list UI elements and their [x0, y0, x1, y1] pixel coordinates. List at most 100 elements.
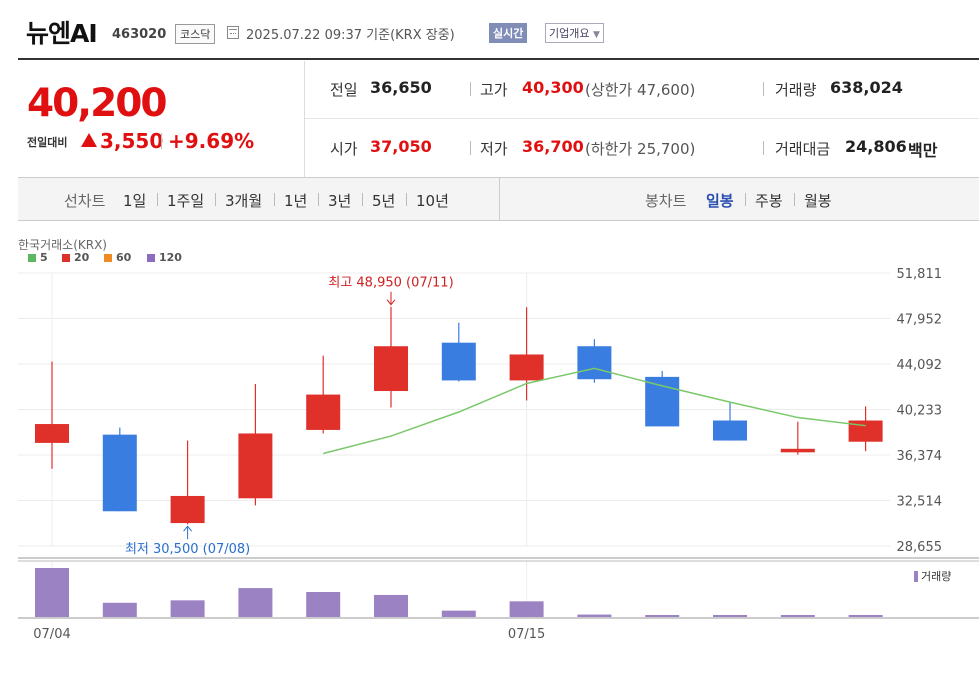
candle-body [577, 346, 612, 380]
legend-swatch-ma20 [62, 254, 70, 262]
change-label: 전일대비 [27, 136, 68, 149]
company-overview-dropdown[interactable]: 기업개요 ▼ [545, 23, 604, 43]
min-price-annotation: 최저 30,500 (07/08) [125, 542, 250, 557]
tab-separator [157, 193, 158, 206]
tab-bar-divider [499, 178, 500, 220]
volume-bar [306, 592, 341, 617]
tab-period-1w[interactable]: 1주일 [167, 192, 205, 210]
price-summary: 40,200 전일대비 3,550 +9.69% [18, 61, 305, 177]
y-tick-label: 51,811 [897, 267, 943, 282]
tab-period-10y[interactable]: 10년 [416, 192, 449, 210]
tab-candle-monthly[interactable]: 월봉 [804, 192, 832, 210]
legend-ma5: 5 [40, 251, 48, 264]
candle-body [35, 424, 69, 443]
volume-bar [713, 615, 747, 617]
open-label: 시가 [330, 140, 358, 158]
candle-body [238, 433, 273, 499]
volume-bar [35, 568, 69, 617]
prev-close-label: 전일 [330, 81, 358, 99]
y-tick-label: 47,952 [897, 313, 943, 328]
volume-bar [645, 615, 680, 617]
change-separator [161, 133, 162, 149]
legend-ma20: 20 [74, 251, 90, 264]
tab-period-5y[interactable]: 5년 [372, 192, 396, 210]
trade-value-unit: 백만 [908, 141, 938, 160]
candle-chart-label: 봉차트 [645, 192, 687, 210]
candle-body [441, 342, 476, 381]
change-value: 3,550 [100, 129, 164, 153]
chart-tab-bar [18, 178, 979, 221]
high-label: 고가 [480, 81, 508, 99]
header-divider [18, 58, 979, 60]
volume-label: 거래량 [775, 81, 817, 99]
stock-name: 뉴엔AI [26, 19, 98, 48]
volume-bar [780, 615, 815, 617]
upper-limit: (상한가 47,600) [585, 81, 696, 99]
legend-swatch-ma5 [28, 254, 36, 262]
legend-ma60: 60 [116, 251, 132, 264]
candle-body [713, 420, 747, 441]
volume-bar [577, 614, 612, 617]
tab-separator [794, 193, 795, 206]
open-value: 37,050 [370, 137, 432, 156]
volume-bar [441, 610, 476, 617]
max-price-annotation: 최고 48,950 (07/11) [328, 276, 453, 291]
tab-period-1d[interactable]: 1일 [123, 192, 147, 210]
y-tick-label: 28,655 [897, 540, 943, 555]
high-value: 40,300 [522, 78, 584, 97]
low-value: 36,700 [522, 137, 584, 156]
ma5-line [323, 367, 866, 455]
realtime-button[interactable]: 실시간 [489, 23, 528, 43]
tab-separator [274, 193, 275, 206]
trade-value-label: 거래대금 [775, 140, 831, 158]
tab-period-3m[interactable]: 3개월 [225, 192, 263, 210]
volume-bar [848, 615, 883, 617]
x-tick-label: 07/15 [508, 627, 545, 642]
line-chart-label: 선차트 [64, 192, 106, 210]
stock-code: 463020 [112, 27, 167, 42]
tab-period-3y[interactable]: 3년 [328, 192, 352, 210]
candle-body [102, 434, 137, 512]
volume-bar [238, 588, 273, 617]
stat-separator [470, 141, 471, 155]
volume-bar [170, 600, 205, 617]
volume-bar [102, 602, 137, 617]
volume-legend: 거래량 [921, 570, 952, 583]
min-arrowhead [183, 525, 192, 532]
y-tick-label: 40,233 [897, 404, 943, 419]
trade-value: 24,806 [845, 137, 907, 156]
stat-separator [470, 82, 471, 96]
volume-legend-swatch [914, 571, 918, 582]
tab-separator [745, 193, 746, 206]
candle-body [780, 448, 815, 453]
stat-separator [763, 82, 764, 96]
stats-divider [305, 118, 979, 119]
chevron-down-icon: ▼ [592, 30, 600, 40]
tab-candle-daily[interactable]: 일봉 [706, 192, 734, 210]
low-label: 저가 [480, 140, 508, 158]
market-badge: 코스닥 [175, 24, 216, 44]
candle-body [848, 420, 883, 442]
current-price: 40,200 [27, 81, 167, 126]
volume-value: 638,024 [830, 78, 903, 97]
volume-bar [509, 601, 544, 617]
y-tick-label: 32,514 [897, 495, 943, 510]
legend-swatch-ma60 [104, 254, 112, 262]
x-tick-label: 07/04 [33, 627, 70, 642]
tab-period-1y[interactable]: 1년 [284, 192, 308, 210]
tab-separator [362, 193, 363, 206]
tab-candle-weekly[interactable]: 주봉 [755, 192, 783, 210]
quote-datetime: 2025.07.22 09:37 기준(KRX 장중) [246, 28, 455, 43]
volume-bar [374, 594, 408, 617]
max-arrowhead [386, 299, 396, 306]
legend-ma120: 120 [159, 251, 182, 264]
y-tick-label: 44,092 [897, 358, 943, 373]
prev-close-value: 36,650 [370, 78, 432, 97]
stat-separator [763, 141, 764, 155]
calendar-icon [227, 26, 239, 39]
tab-separator [318, 193, 319, 206]
legend-swatch-ma120 [147, 254, 155, 262]
candle-body [645, 376, 680, 427]
tab-separator [406, 193, 407, 206]
